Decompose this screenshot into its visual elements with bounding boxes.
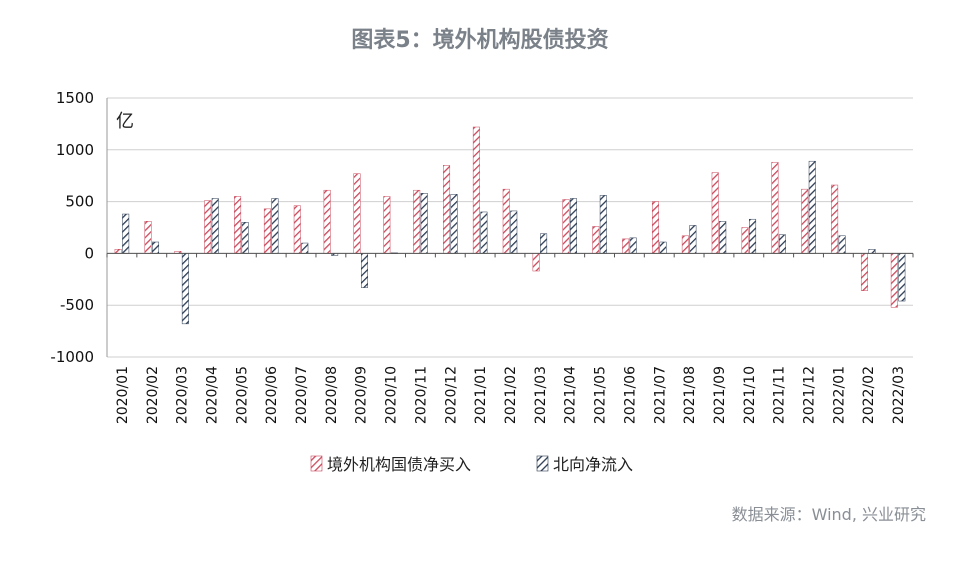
bar-bond-net-buy: [234, 196, 242, 254]
bar-northbound-inflow: [898, 253, 906, 302]
bar-bond-net-buy: [353, 173, 361, 254]
bar-bond-net-buy: [831, 184, 839, 254]
bar-northbound-inflow: [301, 242, 309, 254]
x-tick-label: 2020/08: [324, 366, 340, 424]
y-tick-label: 500: [65, 193, 94, 211]
bars: [114, 126, 906, 325]
x-tick-label: 2020/02: [145, 366, 161, 424]
bar-northbound-inflow: [629, 237, 637, 254]
x-tick-label: 2021/11: [772, 366, 788, 424]
bar-northbound-inflow: [510, 210, 518, 254]
x-tick-label: 2022/01: [831, 366, 847, 424]
bar-bond-net-buy: [413, 189, 421, 254]
x-tick-label: 2020/10: [384, 366, 400, 424]
bar-northbound-inflow: [122, 213, 130, 254]
x-tick-label: 2022/02: [861, 366, 877, 424]
bar-bond-net-buy: [502, 188, 510, 254]
y-tick-label: -1000: [50, 348, 94, 366]
x-tick-label: 2020/12: [443, 366, 459, 424]
bar-bond-net-buy: [652, 201, 660, 254]
legend-swatch-northbound: [536, 455, 549, 472]
x-tick-label: 2021/06: [622, 366, 638, 424]
bar-bond-net-buy: [801, 188, 809, 254]
x-tick-label: 2021/10: [742, 366, 758, 424]
x-tick-label: 2020/03: [175, 366, 191, 424]
bar-northbound-inflow: [450, 194, 458, 254]
bar-northbound-inflow: [420, 193, 428, 254]
unit-label: 亿: [116, 111, 134, 132]
bar-bond-net-buy: [323, 189, 331, 254]
y-tick-label: 1500: [56, 89, 94, 107]
bar-bond-net-buy: [204, 200, 212, 254]
x-tick-label: 2020/05: [234, 366, 250, 424]
bar-bond-net-buy: [383, 196, 391, 254]
x-tick-label: 2020/11: [413, 366, 429, 424]
legend-swatch-bond: [310, 455, 323, 472]
bar-bond-net-buy: [741, 227, 749, 254]
bar-bond-net-buy: [771, 161, 779, 254]
bar-bond-net-buy: [114, 249, 122, 254]
bar-northbound-inflow: [569, 198, 577, 254]
axes: -1000 -500 0 500 1000 1500 2020/01 2020/02 2020/…: [50, 89, 914, 424]
bar-bond-net-buy: [443, 165, 451, 254]
legend-label-bond: 境外机构国债净买入: [327, 455, 471, 474]
bar-bond-net-buy: [293, 205, 301, 254]
x-tick-label: 2021/02: [503, 366, 519, 424]
x-tick-label: 2020/01: [115, 366, 131, 424]
bar-bond-net-buy: [263, 208, 271, 254]
y-tick-label: -500: [60, 296, 94, 314]
x-tick-label: 2022/03: [891, 366, 907, 424]
bar-northbound-inflow: [360, 253, 368, 288]
bar-northbound-inflow: [778, 234, 786, 254]
chart-title: 图表5：境外机构股债投资: [351, 28, 609, 53]
bar-northbound-inflow: [152, 241, 160, 254]
y-tick-label: 1000: [56, 141, 94, 159]
x-tick-label: 2021/01: [473, 366, 489, 424]
legend-label-northbound: 北向净流入: [553, 455, 633, 474]
x-tick-label: 2021/05: [593, 366, 609, 424]
x-tick-label: 2021/12: [802, 366, 818, 424]
bar-northbound-inflow: [480, 211, 488, 254]
bar-northbound-inflow: [181, 253, 189, 325]
bar-bond-net-buy: [622, 238, 630, 254]
bar-bond-net-buy: [860, 253, 868, 291]
bar-bond-net-buy: [472, 126, 480, 254]
bar-bond-net-buy: [890, 253, 898, 308]
x-tick-label: 2020/04: [204, 366, 220, 424]
x-tick-label: 2021/07: [652, 366, 668, 424]
bar-northbound-inflow: [659, 241, 667, 254]
bar-northbound-inflow: [868, 249, 876, 254]
source-note: 数据来源：Wind, 兴业研究: [731, 505, 926, 524]
x-tick-label: 2021/03: [533, 366, 549, 424]
bar-bond-net-buy: [532, 253, 540, 272]
y-tick-label: 0: [84, 244, 94, 262]
bar-northbound-inflow: [271, 198, 279, 254]
grid-lines: [107, 97, 913, 358]
x-tick-label: 2021/09: [712, 366, 728, 424]
bar-northbound-inflow: [719, 221, 727, 254]
bar-northbound-inflow: [211, 198, 219, 254]
bar-northbound-inflow: [241, 222, 249, 254]
bar-northbound-inflow: [808, 160, 816, 254]
bar-northbound-inflow: [689, 225, 697, 254]
bar-northbound-inflow: [749, 218, 757, 254]
bar-northbound-inflow: [540, 233, 548, 254]
legend: 境外机构国债净买入 北向净流入: [310, 455, 633, 474]
x-tick-label: 2021/04: [563, 366, 579, 424]
x-tick-label: 2021/08: [682, 366, 698, 424]
bar-northbound-inflow: [838, 235, 846, 254]
x-tick-label: 2020/09: [354, 366, 370, 424]
bar-bond-net-buy: [681, 235, 689, 254]
x-tick-label: 2020/06: [264, 366, 280, 424]
x-tick-label: 2020/07: [294, 366, 310, 424]
bar-bond-net-buy: [562, 199, 570, 254]
bar-bond-net-buy: [711, 172, 719, 254]
bar-northbound-inflow: [599, 195, 607, 254]
bar-bond-net-buy: [592, 226, 600, 254]
bar-bond-net-buy: [144, 221, 152, 254]
